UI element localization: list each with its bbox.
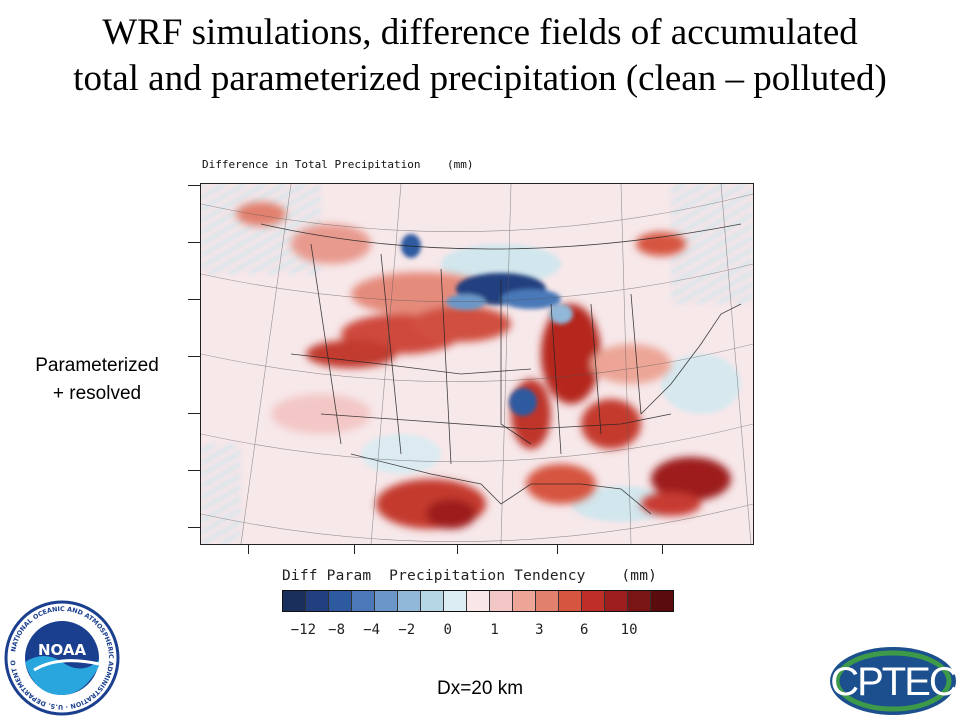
side-label: Parameterized + resolved <box>12 352 182 408</box>
map-tick <box>248 544 249 554</box>
cptec-logo-icon: CPTEC <box>830 647 958 715</box>
colorbar-swatch <box>444 591 467 611</box>
precipitation-difference-map <box>200 183 754 545</box>
noaa-wordmark: NOAA <box>38 641 87 659</box>
colorbar-tick-label: 1 <box>490 622 499 638</box>
map-tick <box>354 544 355 554</box>
colorbar-labels: −12 −8 −4 −2 0 1 3 6 10 <box>282 622 672 642</box>
map-tick <box>188 470 200 471</box>
slide-title-line-2: total and parameterized precipitation (c… <box>73 58 887 99</box>
noaa-logo-icon: NATIONAL OCEANIC AND ATMOSPHERIC ADMINIS… <box>4 600 120 716</box>
cptec-wordmark: CPTEC <box>830 660 957 704</box>
colorbar-swatch <box>421 591 444 611</box>
side-label-line-2: + resolved <box>52 383 142 404</box>
colorbar-tick-label: −12 <box>290 622 317 638</box>
colorbar-tick-label: 10 <box>620 622 638 638</box>
map-tick <box>188 413 200 414</box>
colorbar-tick-label: 6 <box>580 622 589 638</box>
map-tick <box>457 544 458 554</box>
map-tick <box>188 356 200 357</box>
colorbar-swatch <box>536 591 559 611</box>
colorbar-swatch <box>651 591 673 611</box>
map-tick <box>188 299 200 300</box>
slide-title-line-1: WRF simulations, difference fields of ac… <box>102 12 858 53</box>
side-label-line-1: Parameterized <box>35 355 159 376</box>
slide-title: WRF simulations, difference fields of ac… <box>0 10 960 102</box>
colorbar-tick-label: −4 <box>363 622 381 638</box>
colorbar-swatch <box>306 591 329 611</box>
colorbar-swatch <box>559 591 582 611</box>
map-graphic <box>201 184 753 544</box>
colorbar-swatch <box>582 591 605 611</box>
colorbar-tick-label: −8 <box>328 622 346 638</box>
colorbar-title: Diff Param Precipitation Tendency (mm) <box>282 568 658 584</box>
colorbar-tick-label: 0 <box>443 622 452 638</box>
colorbar-swatch <box>329 591 352 611</box>
colorbar-swatch <box>375 591 398 611</box>
map-tick <box>662 544 663 554</box>
map-tick <box>188 527 200 528</box>
resolution-label: Dx=20 km <box>436 678 524 699</box>
colorbar-swatch <box>467 591 490 611</box>
colorbar-swatch <box>628 591 651 611</box>
map-tick <box>557 544 558 554</box>
map-title: Difference in Total Precipitation (mm) <box>202 158 474 171</box>
colorbar-swatch <box>513 591 536 611</box>
colorbar-swatch <box>490 591 513 611</box>
colorbar-swatch <box>283 591 306 611</box>
colorbar-tick-label: 3 <box>535 622 544 638</box>
colorbar-swatch <box>352 591 375 611</box>
colorbar-tick-label: −2 <box>398 622 416 638</box>
colorbar-swatch <box>398 591 421 611</box>
colorbar-swatch <box>605 591 628 611</box>
map-tick <box>188 185 200 186</box>
map-tick <box>188 242 200 243</box>
colorbar <box>282 590 674 612</box>
